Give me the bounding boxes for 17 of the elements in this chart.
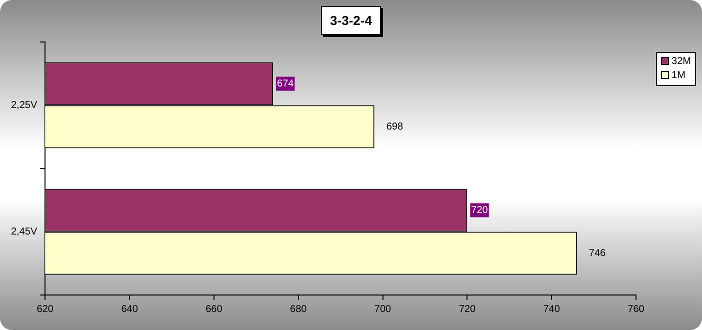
chart-title: 3-3-2-4 xyxy=(321,6,381,35)
x-tick-label: 660 xyxy=(206,304,223,315)
data-label: 720 xyxy=(471,204,488,216)
y-tick-label: 2,25V xyxy=(10,100,38,111)
x-tick-label: 740 xyxy=(543,304,560,315)
x-tick-label: 640 xyxy=(121,304,138,315)
x-tick-label: 680 xyxy=(290,304,308,315)
x-tick-label: 760 xyxy=(628,304,645,315)
data-label: 746 xyxy=(588,248,606,260)
y-tick-label: 2,45V xyxy=(10,226,38,238)
legend-label: 32M xyxy=(672,56,691,67)
x-tick-label: 620 xyxy=(36,304,54,315)
x-tick-label: 700 xyxy=(374,304,392,315)
x-tick-label: 720 xyxy=(458,304,476,315)
data-label: 698 xyxy=(386,122,404,133)
data-label: 674 xyxy=(277,78,294,90)
text: 1M xyxy=(672,70,686,81)
